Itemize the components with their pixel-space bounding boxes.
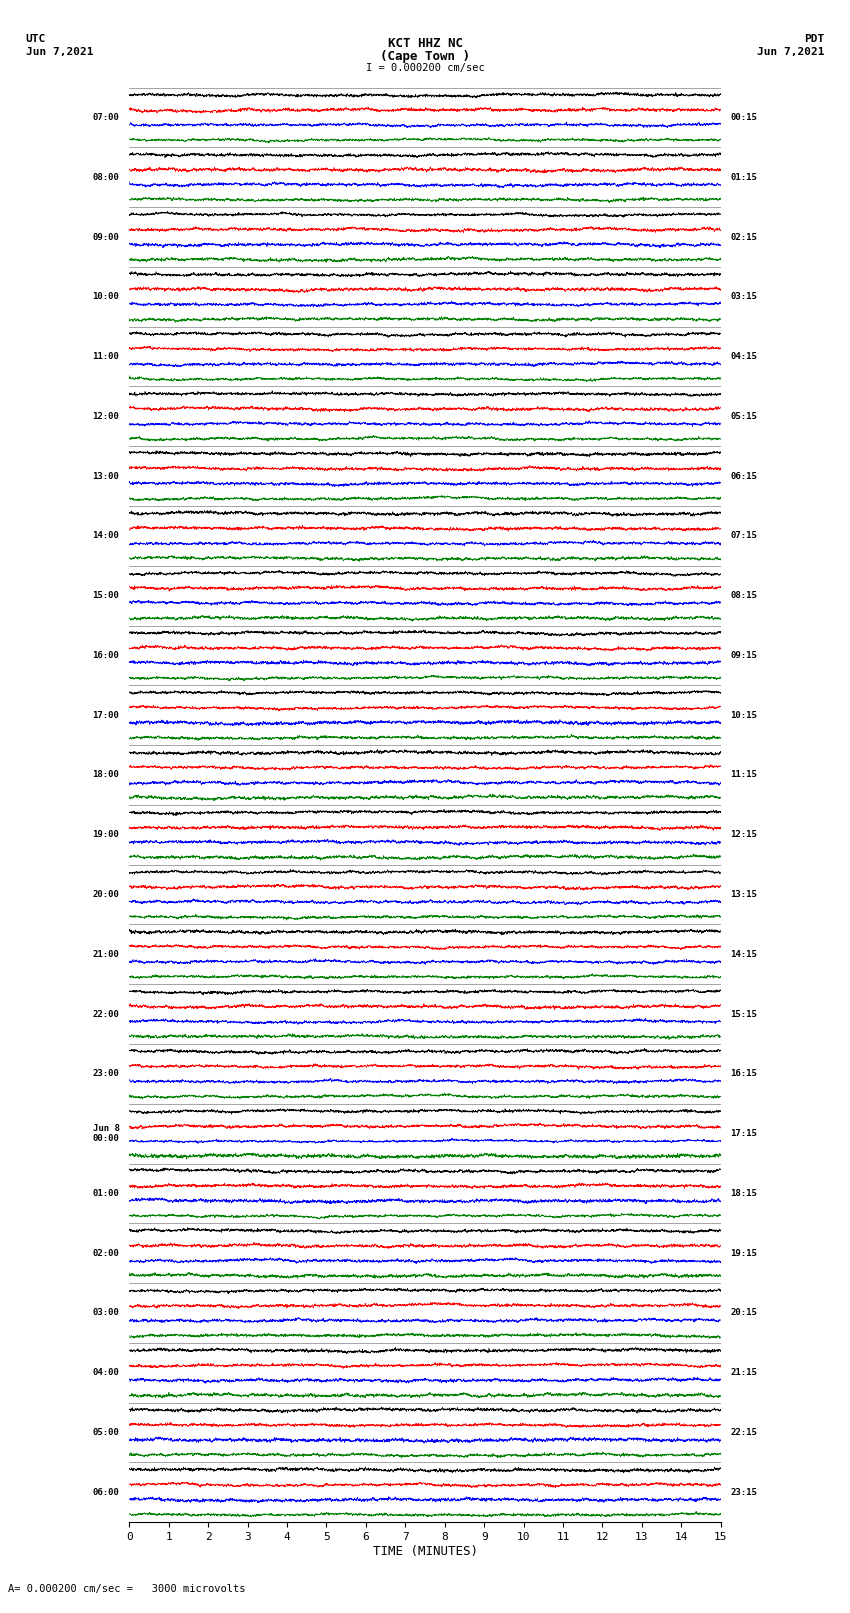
Text: 07:00: 07:00 xyxy=(93,113,120,123)
Text: 03:15: 03:15 xyxy=(730,292,757,302)
Text: 23:00: 23:00 xyxy=(93,1069,120,1079)
Text: 01:15: 01:15 xyxy=(730,173,757,182)
Text: Jun 8
00:00: Jun 8 00:00 xyxy=(93,1124,120,1144)
Text: A= 0.000200 cm/sec =   3000 microvolts: A= 0.000200 cm/sec = 3000 microvolts xyxy=(8,1584,246,1594)
X-axis label: TIME (MINUTES): TIME (MINUTES) xyxy=(372,1545,478,1558)
Text: 12:15: 12:15 xyxy=(730,831,757,839)
Text: 00:15: 00:15 xyxy=(730,113,757,123)
Text: 20:15: 20:15 xyxy=(730,1308,757,1318)
Text: 17:00: 17:00 xyxy=(93,711,120,719)
Text: Jun 7,2021: Jun 7,2021 xyxy=(26,47,93,56)
Text: PDT: PDT xyxy=(804,34,824,44)
Text: 04:00: 04:00 xyxy=(93,1368,120,1378)
Text: 09:00: 09:00 xyxy=(93,232,120,242)
Text: 22:15: 22:15 xyxy=(730,1428,757,1437)
Text: 10:15: 10:15 xyxy=(730,711,757,719)
Text: 01:00: 01:00 xyxy=(93,1189,120,1198)
Text: 13:00: 13:00 xyxy=(93,471,120,481)
Text: 11:15: 11:15 xyxy=(730,771,757,779)
Text: Jun 7,2021: Jun 7,2021 xyxy=(757,47,824,56)
Text: (Cape Town ): (Cape Town ) xyxy=(380,50,470,63)
Text: 11:00: 11:00 xyxy=(93,352,120,361)
Text: 21:15: 21:15 xyxy=(730,1368,757,1378)
Text: 03:00: 03:00 xyxy=(93,1308,120,1318)
Text: 16:00: 16:00 xyxy=(93,652,120,660)
Text: 13:15: 13:15 xyxy=(730,890,757,898)
Text: 19:00: 19:00 xyxy=(93,831,120,839)
Text: 08:00: 08:00 xyxy=(93,173,120,182)
Text: 22:00: 22:00 xyxy=(93,1010,120,1018)
Text: 15:15: 15:15 xyxy=(730,1010,757,1018)
Text: 09:15: 09:15 xyxy=(730,652,757,660)
Text: 14:00: 14:00 xyxy=(93,531,120,540)
Text: I = 0.000200 cm/sec: I = 0.000200 cm/sec xyxy=(366,63,484,73)
Text: 02:15: 02:15 xyxy=(730,232,757,242)
Text: 02:00: 02:00 xyxy=(93,1248,120,1258)
Text: UTC: UTC xyxy=(26,34,46,44)
Text: 21:00: 21:00 xyxy=(93,950,120,958)
Text: 19:15: 19:15 xyxy=(730,1248,757,1258)
Text: 07:15: 07:15 xyxy=(730,531,757,540)
Text: 08:15: 08:15 xyxy=(730,592,757,600)
Text: 15:00: 15:00 xyxy=(93,592,120,600)
Text: KCT HHZ NC: KCT HHZ NC xyxy=(388,37,462,50)
Text: 12:00: 12:00 xyxy=(93,411,120,421)
Text: 18:15: 18:15 xyxy=(730,1189,757,1198)
Text: 23:15: 23:15 xyxy=(730,1487,757,1497)
Text: 06:00: 06:00 xyxy=(93,1487,120,1497)
Text: 18:00: 18:00 xyxy=(93,771,120,779)
Text: 05:00: 05:00 xyxy=(93,1428,120,1437)
Text: 06:15: 06:15 xyxy=(730,471,757,481)
Text: 17:15: 17:15 xyxy=(730,1129,757,1139)
Text: 10:00: 10:00 xyxy=(93,292,120,302)
Text: 14:15: 14:15 xyxy=(730,950,757,958)
Text: 20:00: 20:00 xyxy=(93,890,120,898)
Text: 05:15: 05:15 xyxy=(730,411,757,421)
Text: 04:15: 04:15 xyxy=(730,352,757,361)
Text: 16:15: 16:15 xyxy=(730,1069,757,1079)
